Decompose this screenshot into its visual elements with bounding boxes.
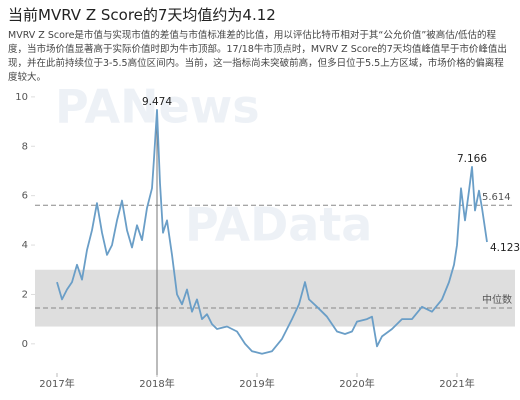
y-tick-label: 8: [22, 141, 28, 152]
y-tick-label: 6: [22, 191, 28, 202]
x-tick-label: 2018年: [139, 377, 174, 390]
point-label: 7.166: [457, 153, 487, 165]
chart-title: 当前MVRV Z Score的7天均值约为4.12: [8, 6, 276, 24]
x-tick-label: 2020年: [339, 377, 374, 390]
reference-label: 中位数: [482, 293, 512, 306]
y-tick-label: 10: [15, 92, 28, 103]
reference-label: 5.614: [482, 192, 511, 203]
x-tick-label: 2019年: [239, 377, 274, 390]
watermark: PAData: [185, 198, 372, 252]
point-label: 4.123: [490, 242, 520, 254]
range-band: [35, 269, 515, 327]
y-tick-label: 0: [22, 339, 28, 350]
x-tick-label: 2017年: [39, 377, 74, 390]
data-line: [56, 109, 488, 355]
description: MVRV Z Score是市值与实现市值的差值与市值标准差的比值，用以评估比特币…: [8, 30, 507, 83]
point-label: 9.474: [142, 96, 172, 108]
y-tick-label: 4: [22, 240, 28, 251]
y-tick-label: 2: [22, 289, 28, 300]
x-tick-label: 2021年: [439, 377, 474, 390]
header: 当前MVRV Z Score的7天均值约为4.12 MVRV Z Score是市…: [8, 4, 513, 85]
